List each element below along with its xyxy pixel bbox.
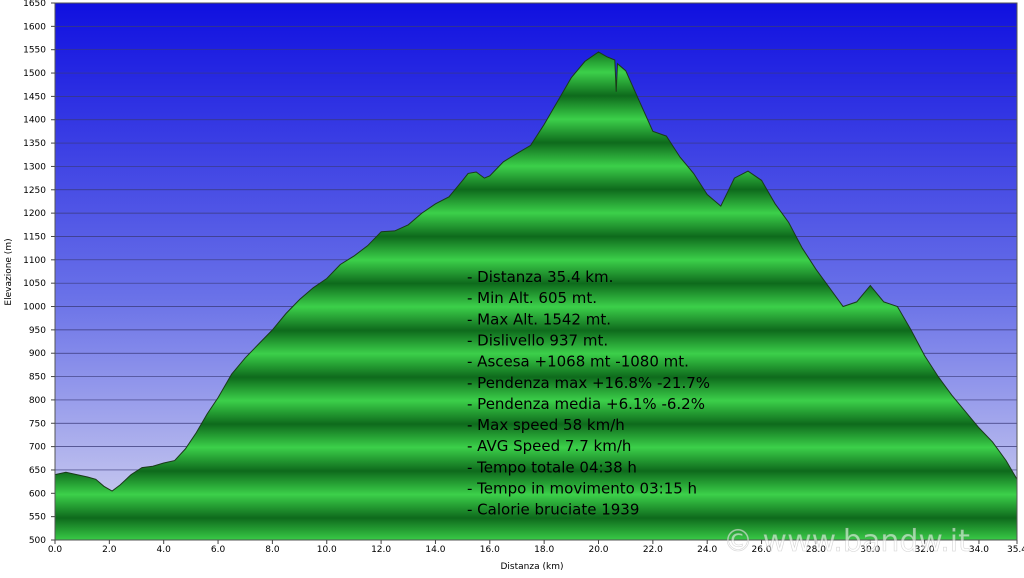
stat-line: - Distanza 35.4 km. <box>467 268 613 286</box>
x-tick-label: 32.0 <box>915 545 935 555</box>
y-tick-label: 800 <box>29 396 46 406</box>
y-tick-label: 1400 <box>23 116 46 126</box>
stat-line: - Tempo totale 04:38 h <box>467 458 637 476</box>
stat-line: - Tempo in movimento 03:15 h <box>467 480 697 498</box>
stat-line: - AVG Speed 7.7 km/h <box>467 437 631 455</box>
x-tick-label: 26.0 <box>752 545 772 555</box>
y-tick-label: 700 <box>29 443 46 453</box>
x-tick-label: 30.0 <box>860 545 880 555</box>
elevation-area <box>55 51 1017 540</box>
x-tick-label: 14.0 <box>425 545 445 555</box>
y-tick-label: 550 <box>29 513 46 523</box>
y-tick-label: 850 <box>29 373 46 383</box>
stat-line: - Min Alt. 605 mt. <box>467 289 597 307</box>
y-axis-title: Elevazione (m) <box>4 238 14 305</box>
x-tick-label: 34.0 <box>969 545 989 555</box>
x-tick-label: 20.0 <box>588 545 608 555</box>
x-tick-label: 4.0 <box>157 545 172 555</box>
y-tick-label: 1600 <box>23 22 46 32</box>
y-tick-label: 1200 <box>23 209 46 219</box>
y-tick-label: 1550 <box>23 46 46 56</box>
stat-line: - Ascesa +1068 mt -1080 mt. <box>467 353 689 371</box>
x-tick-label: 18.0 <box>534 545 554 555</box>
x-tick-label: 0.0 <box>48 545 63 555</box>
y-tick-label: 1500 <box>23 69 46 79</box>
x-tick-label: 28.0 <box>806 545 826 555</box>
y-tick-label: 1150 <box>23 232 46 242</box>
x-tick-label: 12.0 <box>371 545 391 555</box>
x-axis-title: Distanza (km) <box>501 562 564 572</box>
y-axis-ticks: 500 550 600 650 700 750 800 850 900 950 1000 1050 11… <box>23 0 55 546</box>
stat-line: - Pendenza media +6.1% -6.2% <box>467 395 705 413</box>
y-tick-label: 1050 <box>23 279 46 289</box>
y-tick-label: 900 <box>29 349 46 359</box>
plot-frame <box>54 2 1018 541</box>
y-tick-label: 950 <box>29 326 46 336</box>
stat-line: - Pendenza max +16.8% -21.7% <box>467 374 710 392</box>
y-tick-label: 1650 <box>23 0 46 9</box>
x-tick-label: 22.0 <box>643 545 663 555</box>
x-axis-ticks: 0.0 2.0 4.0 6.0 8.0 10.0 12.0 14.0 16.0 18.0 20.0 2… <box>48 540 1024 555</box>
watermark: © www.bandw.it <box>723 524 970 559</box>
x-tick-label: 2.0 <box>102 545 117 555</box>
stat-line: - Max speed 58 km/h <box>467 416 625 434</box>
y-tick-label: 1350 <box>23 139 46 149</box>
y-tick-label: 750 <box>29 419 46 429</box>
y-tick-label: 650 <box>29 466 46 476</box>
y-tick-label: 1450 <box>23 92 46 102</box>
x-tick-label: 6.0 <box>211 545 226 555</box>
stat-line: - Dislivello 937 mt. <box>467 331 608 349</box>
x-tick-label: 35.4 <box>1007 545 1024 555</box>
y-tick-label: 1100 <box>23 256 46 266</box>
stats-annotations: - Distanza 35.4 km. - Min Alt. 605 mt. - M… <box>467 268 710 519</box>
y-tick-label: 1300 <box>23 162 46 172</box>
y-tick-label: 1000 <box>23 303 46 313</box>
y-tick-label: 600 <box>29 489 46 499</box>
stat-line: - Max Alt. 1542 mt. <box>467 310 611 328</box>
y-tick-label: 500 <box>29 536 46 546</box>
x-tick-label: 24.0 <box>697 545 717 555</box>
x-tick-label: 10.0 <box>317 545 337 555</box>
x-tick-label: 8.0 <box>265 545 280 555</box>
x-tick-label: 16.0 <box>480 545 500 555</box>
stat-line: - Calorie bruciate 1939 <box>467 501 639 519</box>
y-tick-label: 1250 <box>23 186 46 196</box>
